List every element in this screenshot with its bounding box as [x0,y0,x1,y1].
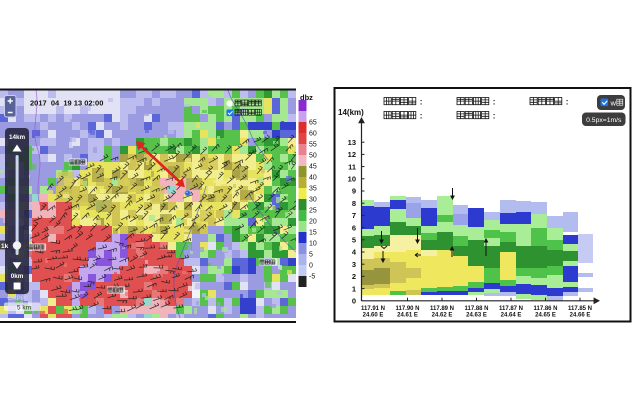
svg-text:45: 45 [309,164,317,171]
svg-text:CAPPI: CAPPI [7,295,27,302]
svg-text:0.5px=1m/s: 0.5px=1m/s [586,117,622,124]
svg-text:9: 9 [352,187,356,196]
svg-text::: : [493,98,496,107]
svg-text:30: 30 [309,197,317,204]
svg-text:0: 0 [352,297,356,306]
svg-text:6: 6 [352,223,356,232]
svg-text::: : [493,112,496,121]
svg-text:12: 12 [348,150,356,159]
svg-text:24.66 E: 24.66 E [570,313,591,319]
svg-text:10: 10 [348,175,356,184]
svg-text:35: 35 [309,186,317,193]
svg-text:117.88 N: 117.88 N [464,306,488,312]
svg-text::: : [420,98,423,107]
svg-text::: : [420,112,423,121]
svg-text:11: 11 [348,162,356,171]
svg-text:-5: -5 [309,274,315,281]
svg-text:7: 7 [352,211,356,220]
svg-text:14km: 14km [9,134,26,141]
svg-text:24.61 E: 24.61 E [397,313,418,319]
svg-text:24.64 E: 24.64 E [501,313,522,319]
svg-text:117.85 N: 117.85 N [568,306,592,312]
svg-text:14(km): 14(km) [338,108,364,117]
svg-text:15: 15 [309,230,317,237]
svg-text:13: 13 [348,138,356,147]
svg-text:24.63 E: 24.63 E [466,313,487,319]
svg-text:4: 4 [352,248,357,257]
svg-text:117.89 N: 117.89 N [430,306,454,312]
svg-text:5 km: 5 km [17,305,31,312]
svg-text:5: 5 [352,236,356,245]
svg-text:24.60 E: 24.60 E [363,313,384,319]
svg-text:117.87 N: 117.87 N [499,306,523,312]
svg-text:0: 0 [309,263,313,270]
svg-text:55: 55 [309,142,317,149]
svg-text:dbz: dbz [300,93,313,102]
svg-text:20: 20 [309,219,317,226]
svg-text:24.65 E: 24.65 E [535,313,556,319]
svg-text:w: w [610,99,617,108]
svg-text:50: 50 [309,153,317,160]
svg-text:1: 1 [352,284,356,293]
svg-text:2017 04 19 13 02:00: 2017 04 19 13 02:00 [30,99,103,108]
svg-text:117.90 N: 117.90 N [395,306,419,312]
svg-text:1k: 1k [1,243,9,250]
svg-text:24.62 E: 24.62 E [432,313,453,319]
svg-text:8: 8 [352,199,356,208]
svg-text:65: 65 [309,120,317,127]
svg-text:10: 10 [309,241,317,248]
svg-text:60: 60 [309,131,317,138]
svg-text:5: 5 [309,252,313,259]
svg-text:25: 25 [309,208,317,215]
svg-text:3: 3 [352,260,356,269]
svg-text:117.86 N: 117.86 N [533,306,557,312]
svg-text:40: 40 [309,175,317,182]
svg-text:117.91 N: 117.91 N [361,306,385,312]
svg-text::: : [566,98,569,107]
svg-text:0km: 0km [11,273,24,280]
svg-text:2: 2 [352,272,356,281]
